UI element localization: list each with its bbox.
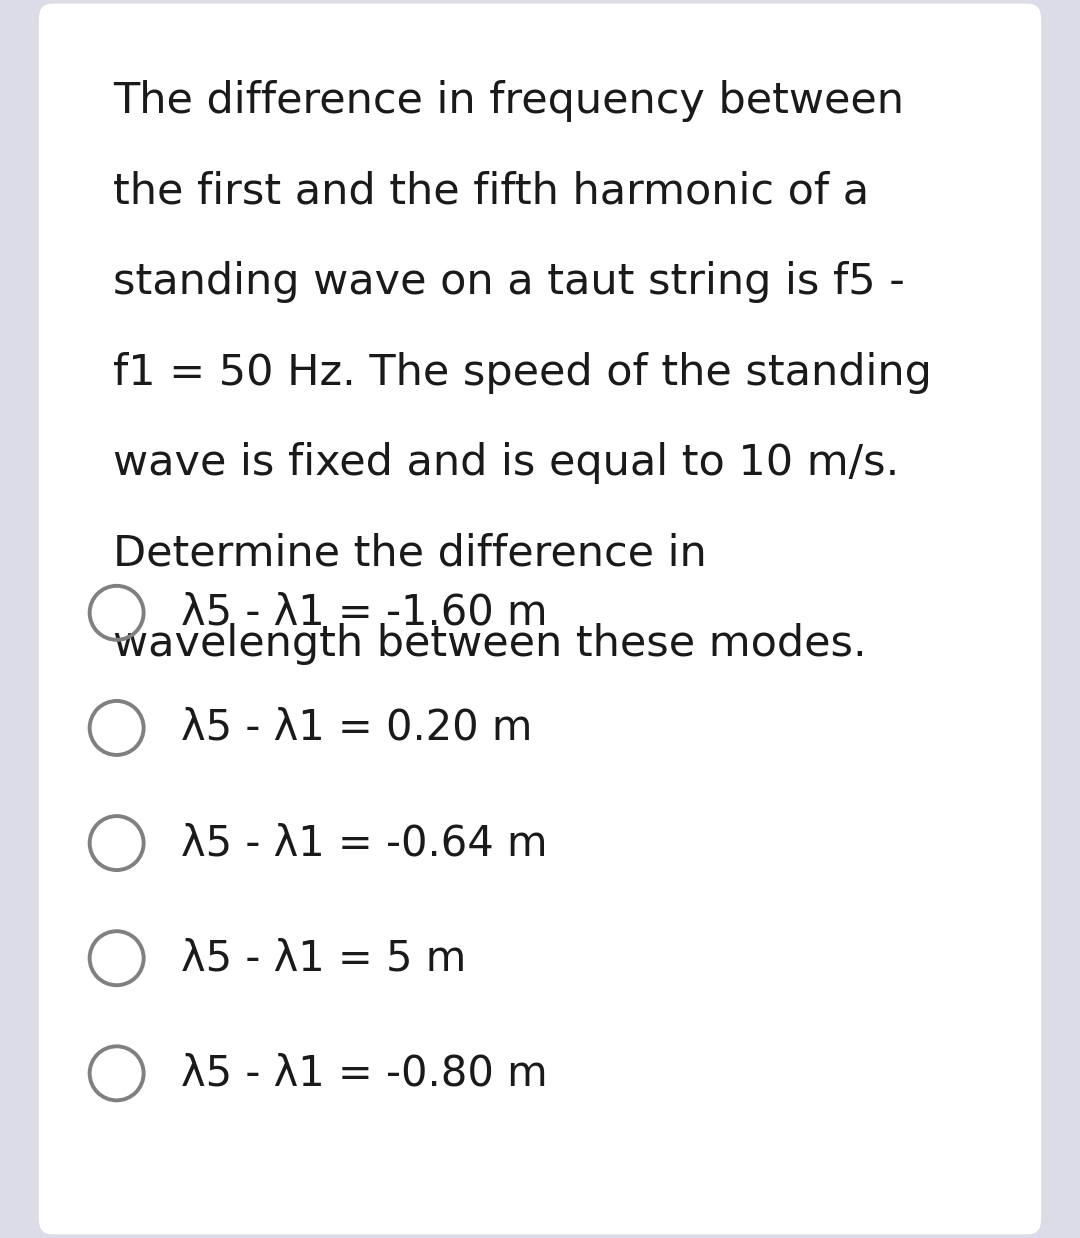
Text: The difference in frequency between: The difference in frequency between <box>113 80 904 123</box>
Text: wave is fixed and is equal to 10 m/s.: wave is fixed and is equal to 10 m/s. <box>113 442 900 484</box>
Text: λ5 - λ1 = -0.64 m: λ5 - λ1 = -0.64 m <box>181 822 548 864</box>
Text: Determine the difference in: Determine the difference in <box>113 532 707 574</box>
FancyBboxPatch shape <box>39 4 1041 1234</box>
Text: the first and the fifth harmonic of a: the first and the fifth harmonic of a <box>113 171 869 213</box>
Text: λ5 - λ1 = -1.60 m: λ5 - λ1 = -1.60 m <box>181 592 548 634</box>
Text: λ5 - λ1 = -0.80 m: λ5 - λ1 = -0.80 m <box>181 1052 548 1094</box>
Text: standing wave on a taut string is f5 -: standing wave on a taut string is f5 - <box>113 261 905 303</box>
Text: wavelength between these modes.: wavelength between these modes. <box>113 623 867 665</box>
Text: λ5 - λ1 = 5 m: λ5 - λ1 = 5 m <box>181 937 467 979</box>
Text: f1 = 50 Hz. The speed of the standing: f1 = 50 Hz. The speed of the standing <box>113 352 932 394</box>
Text: λ5 - λ1 = 0.20 m: λ5 - λ1 = 0.20 m <box>181 707 532 749</box>
